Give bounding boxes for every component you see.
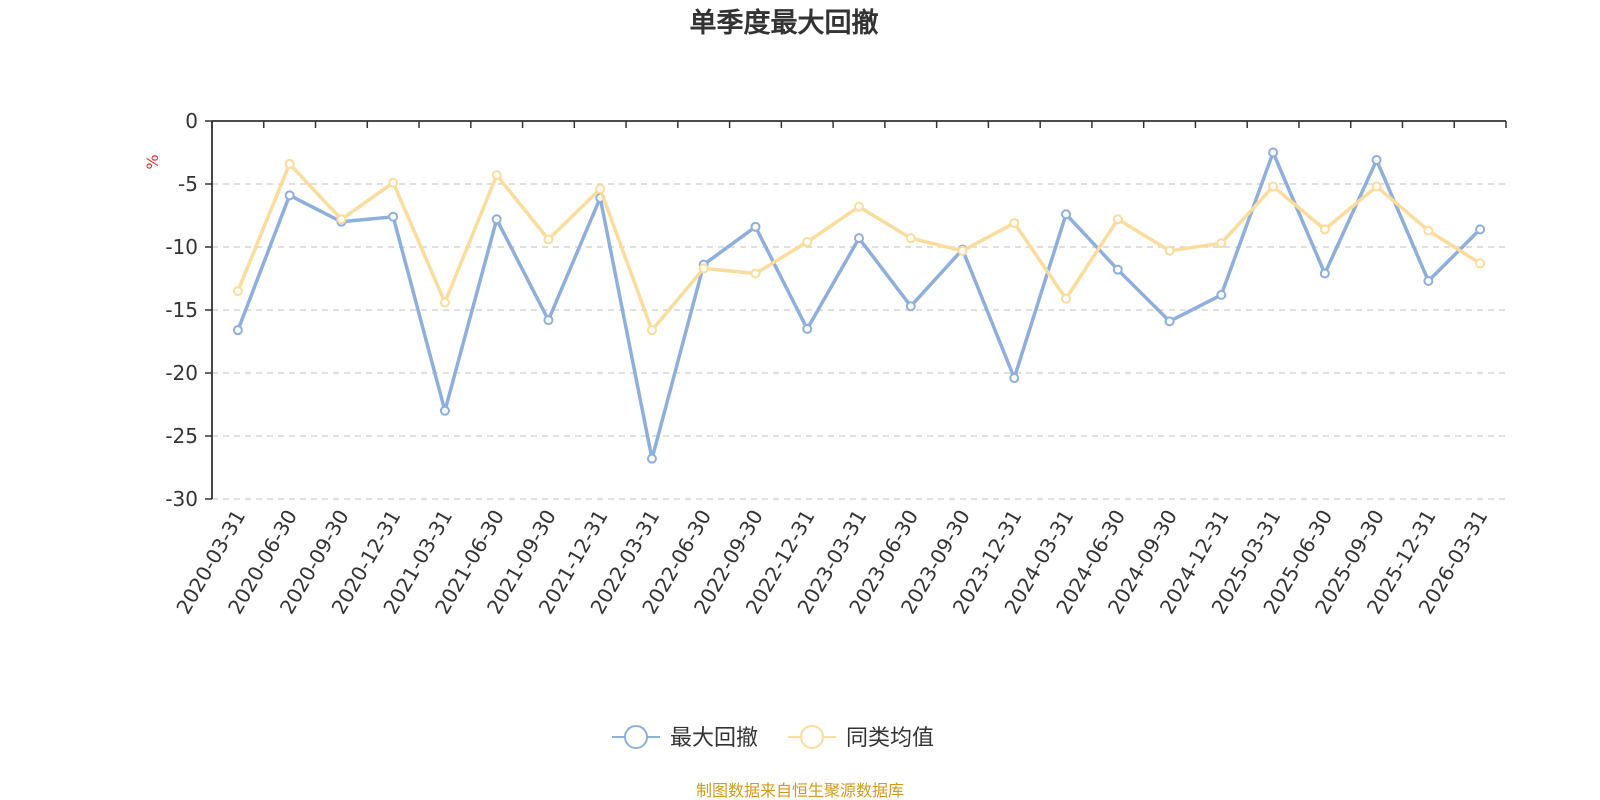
data-point[interactable] <box>957 245 968 256</box>
data-point[interactable] <box>646 325 657 336</box>
y-tick-label: 0 <box>185 109 198 133</box>
legend-marker-icon <box>624 725 648 749</box>
data-point[interactable] <box>1268 147 1279 158</box>
series-1 <box>232 158 1486 336</box>
y-tick-label: -5 <box>178 172 198 196</box>
series-lines <box>232 147 1486 464</box>
data-point[interactable] <box>1423 276 1434 287</box>
data-point[interactable] <box>595 184 606 195</box>
data-point[interactable] <box>1216 238 1227 249</box>
data-point[interactable] <box>1009 373 1020 384</box>
data-point[interactable] <box>543 315 554 326</box>
data-point[interactable] <box>1475 224 1486 235</box>
axes <box>211 120 1506 499</box>
data-point[interactable] <box>1164 245 1175 256</box>
data-point[interactable] <box>854 233 864 244</box>
legend-label: 最大回撤 <box>670 726 758 751</box>
y-tick-label: -25 <box>165 424 198 448</box>
data-point[interactable] <box>750 268 761 279</box>
data-point[interactable] <box>388 177 399 188</box>
data-point[interactable] <box>802 323 813 334</box>
data-point[interactable] <box>750 221 761 232</box>
legend-item[interactable]: 同类均值 <box>788 725 934 751</box>
data-point[interactable] <box>1112 214 1123 225</box>
legend-item[interactable]: 最大回撤 <box>612 725 758 751</box>
legend[interactable]: 最大回撤 同类均值 <box>612 725 934 751</box>
y-tick-label: -30 <box>165 487 198 511</box>
data-point[interactable] <box>491 214 502 225</box>
series-0 <box>232 147 1486 464</box>
data-point[interactable] <box>854 201 864 212</box>
data-point[interactable] <box>388 211 399 222</box>
y-tick-label: -15 <box>165 298 198 322</box>
data-point[interactable] <box>491 170 502 181</box>
y-tick-label: -10 <box>165 235 198 259</box>
data-point[interactable] <box>1061 293 1072 304</box>
data-point[interactable] <box>1475 258 1486 269</box>
chart-title: 单季度最大回撤 <box>690 7 879 39</box>
series-line <box>236 150 1482 461</box>
data-source-note: 制图数据来自恒生聚源数据库 <box>696 781 904 800</box>
data-point[interactable] <box>284 190 295 201</box>
y-axis-unit: % <box>143 154 162 169</box>
data-point[interactable] <box>336 214 347 225</box>
data-point[interactable] <box>439 297 450 308</box>
data-point[interactable] <box>439 405 450 416</box>
data-point[interactable] <box>1216 289 1227 300</box>
data-point[interactable] <box>1371 181 1382 192</box>
data-point[interactable] <box>1061 209 1072 220</box>
data-point[interactable] <box>1112 264 1123 275</box>
data-point[interactable] <box>232 325 243 336</box>
data-point[interactable] <box>1164 316 1175 327</box>
data-point[interactable] <box>232 286 243 297</box>
data-point[interactable] <box>1423 225 1434 236</box>
y-tick-label: -20 <box>165 361 198 385</box>
y-axis-ticks: 0 -5 -10 -15 -20 -25 -30 <box>165 109 212 511</box>
data-point[interactable] <box>284 158 295 169</box>
legend-marker-icon <box>800 725 824 749</box>
legend-label: 同类均值 <box>846 726 934 751</box>
grid-lines <box>212 183 1506 500</box>
data-point[interactable] <box>646 453 657 464</box>
x-axis-ticks: 2020-03-312020-06-302020-09-302020-12-31… <box>171 121 1507 618</box>
data-point[interactable] <box>1319 224 1330 235</box>
data-point[interactable] <box>1009 218 1020 229</box>
data-point[interactable] <box>905 301 916 312</box>
data-point[interactable] <box>905 233 916 244</box>
data-point[interactable] <box>543 234 554 245</box>
data-point[interactable] <box>1371 155 1382 166</box>
data-point[interactable] <box>1268 181 1279 192</box>
data-point[interactable] <box>698 263 709 274</box>
data-point[interactable] <box>1319 268 1330 279</box>
data-point[interactable] <box>802 236 813 247</box>
